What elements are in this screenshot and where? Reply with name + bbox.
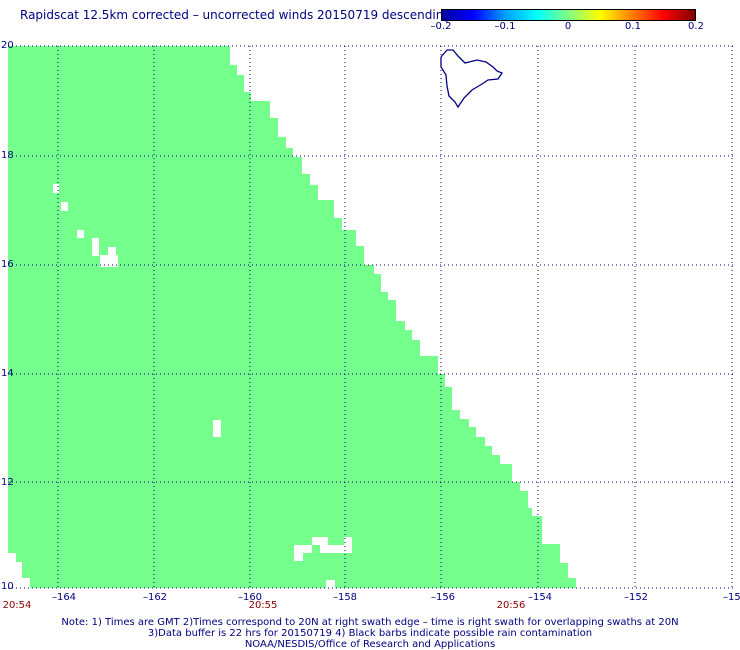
missing-data-cell [53,184,59,193]
lon-label: –158 [332,592,358,603]
missing-data-cell [77,230,84,238]
time-label: 20:55 [248,600,278,611]
missing-data-cell [213,420,221,437]
lat-label: 18 [1,150,14,161]
missing-data-cell [61,202,68,211]
lon-label: –162 [142,592,168,603]
missing-data-cell [344,537,352,553]
time-label: 20:54 [2,600,32,611]
footnote-line-1: Note: 1) Times are GMT 2)Times correspon… [61,617,679,628]
lon-label: –152 [623,592,649,603]
lat-lon-grid [8,45,736,589]
lat-label: 16 [1,259,14,270]
missing-data-cell [302,545,312,553]
lat-label: 10 [1,581,14,592]
lat-label: 12 [1,477,14,488]
lon-label: –15 [723,592,740,603]
colorbar-tick-label: –0.2 [430,21,452,32]
footnote-line-2: 3)Data buffer is 22 hrs for 20150719 4) … [147,628,593,639]
missing-data-cell [108,247,116,255]
colorbar-tick-label: 0 [564,21,572,32]
missing-data-cell [312,537,328,545]
time-label: 20:56 [496,600,526,611]
wind-swath [8,46,576,588]
hawaii-coastline [440,49,503,109]
colorbar-tick-label: –0.1 [494,21,516,32]
missing-data-cell [326,580,335,588]
lat-label: 14 [1,368,14,379]
missing-data-cells [53,184,352,588]
map-title: Rapidscat 12.5km corrected – uncorrected… [20,8,451,22]
missing-data-cell [294,545,303,561]
missing-data-cell [92,238,99,256]
missing-data-cell [320,545,346,553]
lon-label: –160 [237,592,263,603]
colorbar [441,9,696,21]
footnote-line-3: NOAA/NESDIS/Office of Research and Appli… [244,639,496,650]
colorbar-tick-label: 0.1 [625,21,641,32]
missing-data-cell [100,255,118,267]
lon-label: –154 [527,592,553,603]
lon-label: –156 [430,592,456,603]
colorbar-tick-label: 0.2 [688,21,704,32]
lon-label: –164 [51,592,77,603]
lat-label: 20 [1,40,14,51]
swath-area [8,46,576,588]
